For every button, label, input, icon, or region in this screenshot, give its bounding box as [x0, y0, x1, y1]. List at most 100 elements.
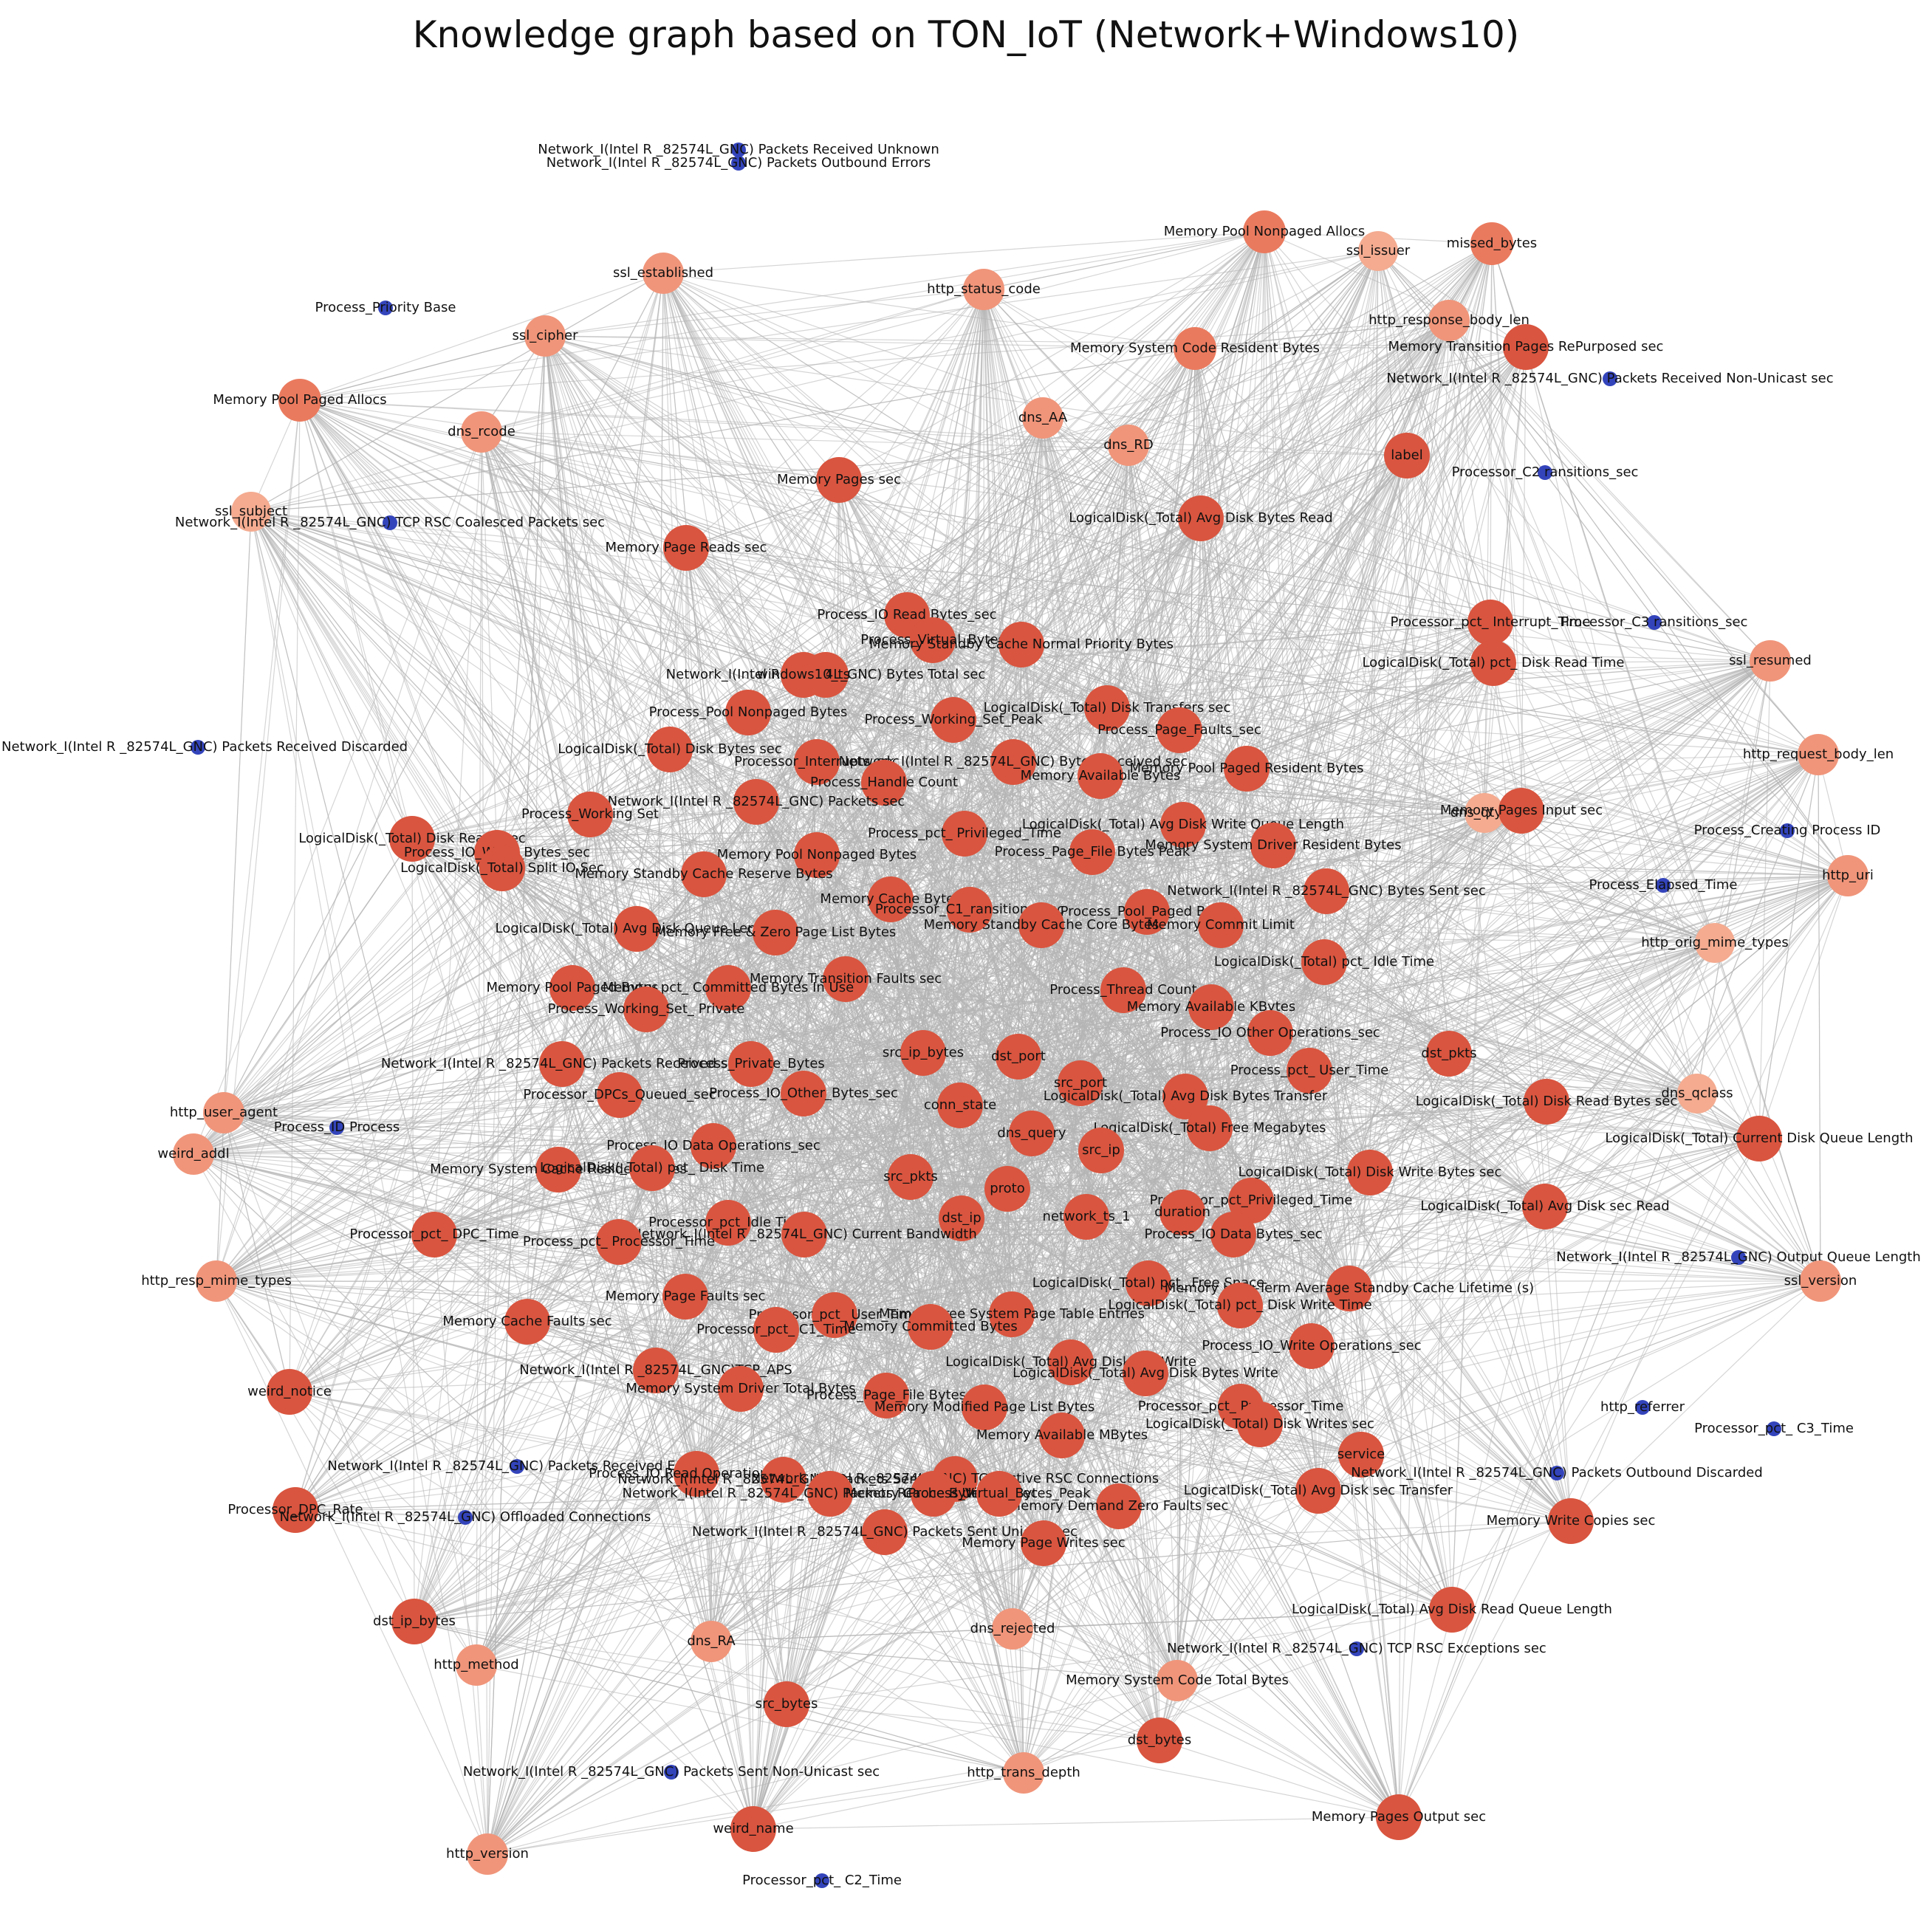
graph-edge — [1484, 662, 1494, 814]
graph-edge — [1264, 231, 1450, 1054]
node-label: Memory Long-Term Average Standby Cache L… — [1165, 1280, 1534, 1296]
node-label: Process_IO_Other_Bytes_sec — [709, 1085, 898, 1101]
graph-edge — [1182, 660, 1771, 1213]
node-label: Process_Thread Count — [1049, 982, 1196, 998]
graph-edge — [250, 511, 435, 1235]
graph-edge — [1042, 231, 1265, 419]
graph-edge — [910, 875, 1849, 1178]
node-label: LogicalDisk(_Total) Disk Read Bytes sec — [1416, 1094, 1677, 1109]
graph-edge — [954, 660, 1771, 1480]
graph-edge — [299, 399, 1849, 876]
graph-edge — [662, 272, 1771, 662]
node-label: LogicalDisk(_Total) Split IO Sec — [400, 860, 604, 876]
graph-edge — [1377, 250, 1450, 1054]
graph-edge — [250, 445, 1129, 512]
node-label: http_version — [446, 1846, 529, 1861]
graph-edge — [411, 838, 962, 1219]
graph-edge — [1128, 346, 1527, 446]
node-label: http_uri — [1822, 868, 1874, 883]
node-label: dst_ip — [942, 1210, 981, 1226]
graph-edge — [299, 399, 840, 481]
graph-edge — [1246, 754, 1819, 769]
graph-edge — [476, 1188, 1008, 1666]
graph-edge — [1544, 1093, 1698, 1207]
node-label: LogicalDisk(_Total) Avg Disk Bytes Trans… — [1044, 1088, 1328, 1104]
graph-edge — [487, 1101, 1547, 1855]
node-label: dst_pkts — [1421, 1046, 1476, 1061]
graph-node: Memory Pool Nonpaged Allocs — [1164, 210, 1365, 253]
graph-edge — [223, 547, 687, 1114]
graph-edge — [1194, 320, 1450, 349]
graph-edge — [250, 348, 1196, 512]
graph-edge — [1544, 660, 1771, 1207]
graph-edge — [223, 1112, 415, 1622]
node-label: http_status_code — [927, 281, 1041, 297]
graph-edge — [753, 1816, 1400, 1830]
node-label: network_ts_1 — [1043, 1209, 1131, 1224]
node-label: Processor_pct_ C2_Time — [742, 1873, 902, 1888]
graph-edge — [1100, 875, 1849, 1151]
graph-node: LogicalDisk(_Total) Avg Disk sec Read — [1420, 1184, 1670, 1229]
graph-edge — [193, 868, 503, 1155]
node-label: Memory Page Reads sec — [606, 540, 767, 555]
node-label: Memory Pool Nonpaged Bytes — [717, 847, 917, 862]
node-label: src_pkts — [883, 1169, 938, 1184]
node-label: dst_port — [991, 1049, 1046, 1064]
node-label: Process_Pool Nonpaged Bytes — [649, 704, 848, 720]
node-label: LogicalDisk(_Total) Disk Writes sec — [1145, 1416, 1374, 1432]
graph-edge — [589, 547, 687, 815]
node-label: Process_IO Read Bytes_sec — [817, 607, 996, 622]
graph-edge — [961, 289, 984, 1219]
graph-node: ssl_established — [613, 253, 713, 294]
graph-edge — [1377, 250, 1485, 814]
graph-edge — [651, 1167, 754, 1830]
node-label: Processor_pct_ DPC_Time — [349, 1226, 518, 1242]
graph-edge — [487, 1145, 714, 1855]
graph-node: Process_Priority Base — [315, 300, 456, 315]
graph-edge — [1021, 644, 1716, 944]
graph-edge — [953, 445, 1129, 721]
graph-node: Process_ID Process — [274, 1119, 400, 1135]
graph-edge — [747, 455, 1408, 713]
graph-edge — [193, 431, 482, 1155]
node-label: Memory Committed Bytes — [843, 1319, 1017, 1334]
graph-edge — [685, 320, 1450, 549]
graph-edge — [1246, 660, 1771, 769]
graph-edge — [1377, 250, 1491, 623]
graph-edge — [1326, 891, 1572, 1522]
node-label: Memory Pages Input sec — [1440, 803, 1603, 818]
graph-edge — [299, 399, 1129, 446]
node-label: Process_Handle Count — [810, 775, 958, 790]
graph-edge — [1311, 622, 1491, 1347]
graph-edge — [481, 431, 1022, 645]
graph-edge — [289, 662, 1494, 1393]
graph-edge — [1264, 231, 1849, 876]
graph-edge — [983, 289, 1819, 755]
graph-edge — [1311, 1206, 1546, 1347]
node-label: Memory Modified Page List Bytes — [874, 1399, 1095, 1415]
node-label: Process_Private_Bytes — [677, 1056, 825, 1071]
graph-edge — [969, 909, 1371, 1173]
graph-edge — [983, 289, 1274, 846]
graph-edge — [685, 547, 1019, 1057]
graph-edge — [1023, 875, 1849, 1774]
node-label: ssl_version — [1784, 1273, 1857, 1289]
graph-edge — [1818, 754, 1849, 876]
graph-node: Network_I(Intel R _82574L_GNC) TCP RSC C… — [175, 515, 605, 530]
node-label: Memory Standby Cache Reserve Bytes — [575, 866, 832, 882]
node-label: Process_Creating Process ID — [1694, 823, 1881, 838]
graph-edge — [1264, 231, 1546, 1207]
graph-edge — [250, 289, 984, 512]
graph-edge — [983, 289, 1849, 876]
graph-edge — [1182, 1053, 1450, 1213]
node-label: Processor_C3 ransitions_sec — [1561, 614, 1748, 630]
graph-edge — [1246, 768, 1849, 876]
graph-edge — [786, 1703, 1024, 1774]
graph-edge — [685, 289, 984, 549]
graph-edge — [481, 431, 1408, 456]
node-label: Memory Standby Cache Core Bytes — [924, 917, 1159, 933]
graph-edge — [223, 399, 301, 1114]
node-label: Memory Page Writes sec — [962, 1535, 1125, 1551]
graph-edge — [1042, 417, 1319, 1492]
